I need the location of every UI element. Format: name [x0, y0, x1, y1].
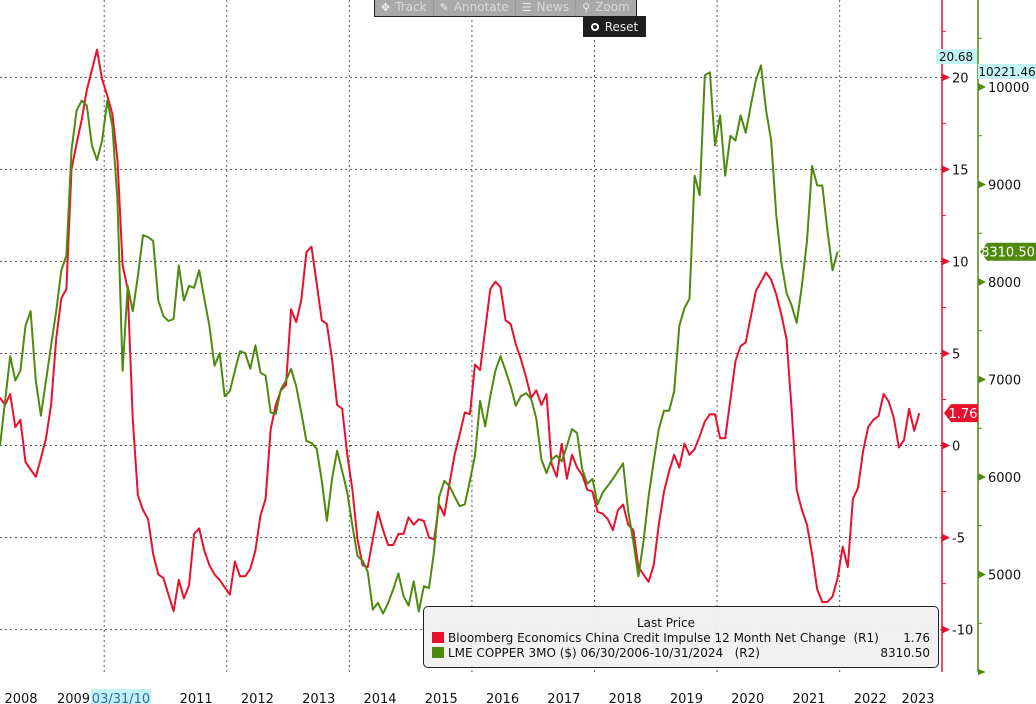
credit-impulse-line	[0, 48, 921, 613]
r1-tick-marker	[942, 349, 950, 358]
reset-button[interactable]: Reset	[583, 16, 646, 37]
r1-tick-label: -10	[952, 624, 973, 639]
r2-tick-marker	[978, 570, 986, 579]
x-tick-label: 2017	[547, 692, 580, 704]
r2-last-value-tag	[980, 242, 1036, 261]
r1-tick-label: -5	[952, 532, 965, 547]
r1-last-value: 1.76	[949, 407, 978, 422]
r1-tick-label: 0	[952, 440, 960, 455]
r2-tick-marker	[978, 669, 986, 675]
r2-tick-marker	[978, 277, 986, 286]
x-tick-label: 2009	[57, 692, 90, 704]
r2-tick-marker	[978, 180, 986, 189]
legend-series-value: 1.76	[903, 630, 930, 645]
legend-series-name: LME COPPER 3MO ($) 06/30/2006-10/31/2024…	[448, 645, 760, 660]
r2-max-label-bg	[978, 64, 1036, 79]
news-icon: ☰	[521, 0, 532, 14]
r2-tick-label: 7000	[988, 373, 1021, 388]
legend-series-value: 8310.50	[880, 645, 930, 660]
x-tick-label: 2015	[425, 692, 458, 704]
r1-tick-marker	[942, 625, 950, 634]
r2-max-label: 10221.46	[978, 65, 1035, 79]
r1-tick-label: 5	[952, 347, 960, 362]
crosshair-date-label: 03/31/10	[92, 692, 150, 704]
x-tick-label: 2014	[363, 692, 396, 704]
r1-tick-marker	[942, 257, 950, 266]
r2-tick-label: 9000	[988, 178, 1021, 193]
track-label: Track	[395, 0, 427, 14]
annotate-label: Annotate	[453, 0, 509, 14]
news-button[interactable]: ☰ News	[516, 0, 577, 16]
r1-tick-marker	[942, 73, 950, 82]
r1-max-label: 20.68	[939, 50, 973, 64]
r1-max-label-bg	[936, 49, 977, 64]
zoom-button[interactable]: ⚲ Zoom	[576, 0, 636, 16]
x-tick-label: 2019	[670, 692, 703, 704]
x-tick-label: 2013	[302, 692, 335, 704]
r1-tick-label: 15	[952, 163, 969, 178]
x-tick-label: 2020	[731, 692, 764, 704]
x-tick-label: 2008	[4, 692, 37, 704]
r2-tick-marker	[978, 82, 986, 91]
r1-tick-label: 20	[952, 71, 969, 86]
legend-title: Last Price	[636, 616, 696, 630]
reset-label: Reset	[604, 19, 639, 34]
r1-tick-label: 10	[952, 255, 969, 270]
r2-tick-label: 6000	[988, 471, 1021, 486]
r1-tick-marker	[942, 533, 950, 542]
legend-swatch-green	[432, 647, 444, 658]
legend-row-copper: LME COPPER 3MO ($) 06/30/2006-10/31/2024…	[424, 645, 938, 660]
crosshair-date-bg	[91, 689, 151, 704]
chart-toolbar: ✥ Track ✎ Annotate ☰ News ⚲ Zoom	[374, 0, 637, 17]
copper-price-line	[0, 64, 839, 615]
r1-last-value-tag	[944, 404, 978, 423]
r2-last-value: 8310.50	[981, 246, 1035, 261]
x-tick-label: 2016	[486, 692, 519, 704]
magnifier-icon: ⚲	[582, 0, 591, 14]
crosshair-icon: ✥	[381, 0, 391, 14]
r2-tick-label: 8000	[988, 276, 1021, 291]
reset-icon	[590, 22, 599, 31]
track-button[interactable]: ✥ Track	[375, 0, 434, 16]
x-tick-label: 2023	[901, 692, 934, 704]
x-tick-label: 2011	[180, 692, 213, 704]
r1-tick-marker	[942, 441, 950, 450]
x-tick-label: 2022	[854, 692, 887, 704]
x-tick-label: 2021	[792, 692, 825, 704]
r1-tick-marker	[942, 165, 950, 174]
x-tick-label: 2012	[241, 692, 274, 704]
r2-tick-marker	[978, 375, 986, 384]
r2-tick-label: 5000	[988, 568, 1021, 583]
r2-tick-label: 10000	[988, 81, 1029, 96]
legend-swatch-red	[432, 632, 444, 643]
x-tick-label: 2018	[609, 692, 642, 704]
zoom-label: Zoom	[595, 0, 630, 14]
pencil-icon: ✎	[439, 0, 449, 14]
legend-row-credit-impulse: Bloomberg Economics China Credit Impulse…	[424, 630, 938, 645]
r2-tick-marker	[978, 472, 986, 481]
legend-series-name: Bloomberg Economics China Credit Impulse…	[448, 630, 879, 645]
news-label: News	[536, 0, 570, 14]
annotate-button[interactable]: ✎ Annotate	[434, 0, 516, 16]
legend: Last Price Bloomberg Economics China Cre…	[423, 606, 939, 668]
